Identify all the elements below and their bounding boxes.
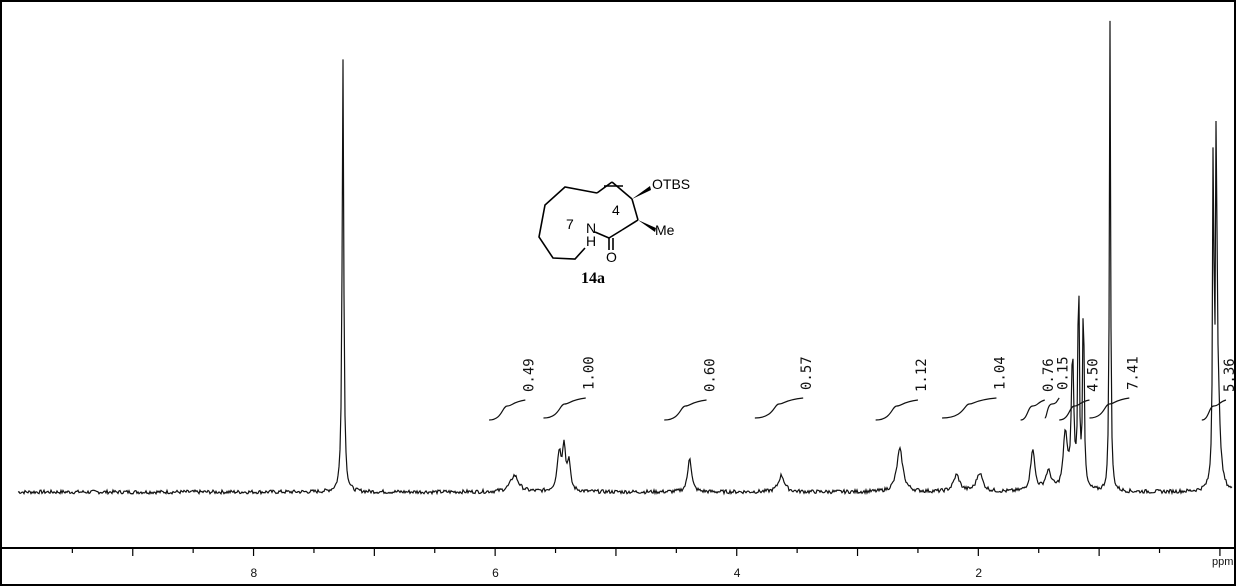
oxygen-label: O	[606, 249, 617, 265]
integral-label: 1.12	[914, 358, 930, 392]
integral-curve	[664, 399, 707, 421]
integral-label: 0.57	[799, 356, 815, 390]
otbs-label: OTBS	[652, 176, 690, 192]
hydrogen-label: H	[586, 233, 596, 249]
tick-group: 8 6 4 2	[71, 548, 1221, 580]
integral-label: 0.15	[1055, 356, 1071, 390]
molecule-structure: OTBS Me N H O 7 4 14a	[538, 176, 690, 287]
tick-label: 6	[492, 566, 499, 580]
integral-curve	[1089, 397, 1130, 419]
integral-group: 0.49 1.00 0.60 0.57 1.12 1.04 0.760.15 4.50 7.41…	[489, 356, 1236, 421]
ring-bond-c3	[621, 219, 639, 231]
integral-curve	[942, 397, 997, 419]
integral-label: 0.76	[1041, 358, 1057, 392]
integral-label: 4.50	[1085, 358, 1101, 392]
integral-curve	[1201, 399, 1227, 421]
tick-label: 4	[734, 566, 741, 580]
compound-label: 14a	[581, 270, 605, 287]
amide-bond	[594, 231, 610, 239]
integral-curve	[1059, 399, 1090, 421]
spectrum-trace	[17, 20, 1233, 496]
ring-chain-bond	[538, 186, 598, 260]
integral-label: 0.60	[703, 358, 719, 392]
integral-label: 7.41	[1125, 356, 1141, 390]
otbs-wedge	[632, 186, 651, 199]
me-wedge	[638, 220, 656, 232]
integral-curve	[489, 399, 526, 421]
alkene-bond-a	[596, 181, 613, 194]
tick-label: 2	[975, 566, 982, 580]
nitrogen-label: N	[586, 220, 596, 236]
ring-bond-c2	[608, 229, 623, 239]
ppm-unit-label: ppm	[1212, 556, 1233, 568]
integral-curve	[543, 397, 586, 419]
integral-label: 5.36	[1222, 358, 1236, 392]
integral-curve	[875, 399, 919, 421]
tick-label: 8	[251, 566, 258, 580]
alkene-bond-b	[611, 181, 633, 200]
me-label: Me	[655, 222, 675, 238]
integral-curve	[1044, 397, 1060, 419]
integral-label: 0.49	[521, 358, 537, 392]
integral-label: 1.00	[582, 356, 598, 390]
ring-size-7-label: 7	[566, 216, 574, 232]
integral-curve	[1020, 399, 1045, 421]
ring-size-4-label: 4	[612, 202, 620, 218]
integral-curve	[754, 397, 804, 419]
ring-bond-c4	[631, 198, 639, 221]
integral-label: 1.04	[992, 356, 1008, 390]
